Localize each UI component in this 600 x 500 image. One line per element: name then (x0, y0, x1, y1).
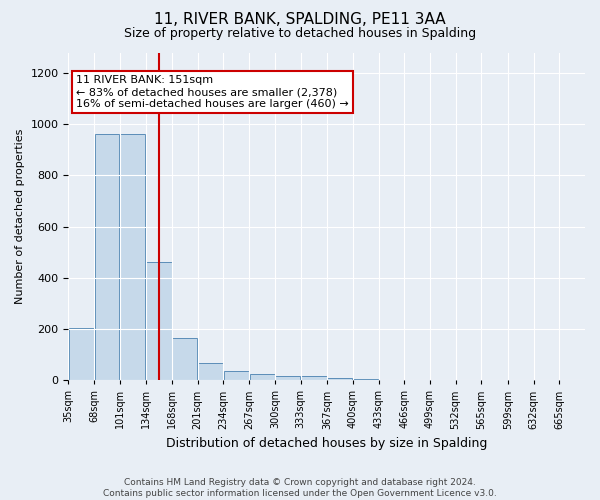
Bar (224, 370, 249, 380)
Bar (275, 376, 300, 380)
Text: 11 RIVER BANK: 151sqm
← 83% of detached houses are smaller (2,378)
16% of semi-d: 11 RIVER BANK: 151sqm ← 83% of detached … (76, 76, 349, 108)
Bar (146, 262, 172, 380)
Bar (198, 363, 223, 380)
Bar (172, 338, 197, 380)
Text: Size of property relative to detached houses in Spalding: Size of property relative to detached ho… (124, 28, 476, 40)
Bar (120, 134, 145, 380)
Bar (353, 379, 378, 380)
Bar (301, 376, 326, 380)
X-axis label: Distribution of detached houses by size in Spalding: Distribution of detached houses by size … (166, 437, 487, 450)
Bar (250, 374, 275, 380)
Y-axis label: Number of detached properties: Number of detached properties (15, 128, 25, 304)
Bar (69, 328, 94, 380)
Bar (328, 378, 352, 380)
Text: Contains HM Land Registry data © Crown copyright and database right 2024.
Contai: Contains HM Land Registry data © Crown c… (103, 478, 497, 498)
Text: 11, RIVER BANK, SPALDING, PE11 3AA: 11, RIVER BANK, SPALDING, PE11 3AA (154, 12, 446, 28)
Bar (95, 134, 119, 380)
